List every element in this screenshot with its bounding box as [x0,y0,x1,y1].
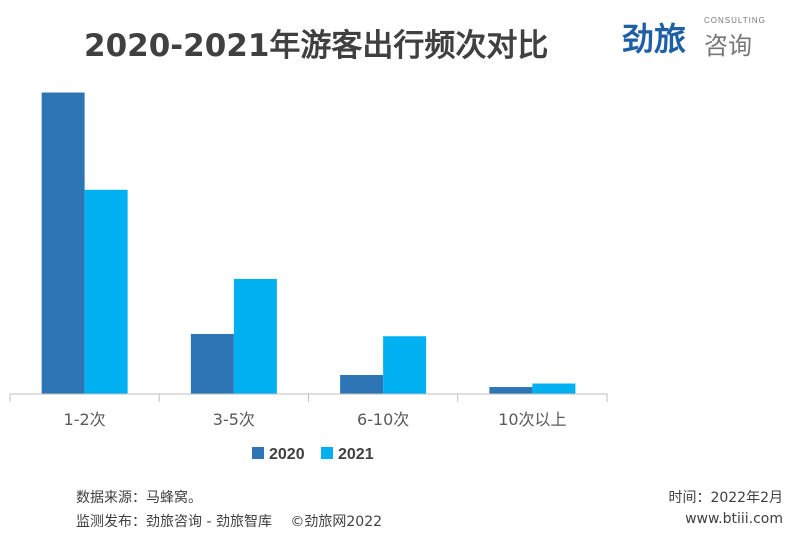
logo-brand: 劲旅 [622,20,687,58]
bar-2021-2 [233,278,277,394]
bar-2021-3 [383,336,427,394]
chart-title: 2020-2021年游客出行频次对比 [84,28,549,64]
x-tick-label: 6-10次 [357,410,409,429]
footer-source: 数据来源：马蜂窝。 [76,490,202,506]
x-tick-label: 1-2次 [64,410,106,429]
footer-website: www.btiii.com [685,511,783,527]
x-tick-label: 10次以上 [498,410,566,429]
legend-label-2020: 2020 [269,446,305,463]
legend-label-2021: 2021 [338,446,374,463]
bar-2020-4 [489,387,533,394]
bar-2020-1 [41,92,85,395]
bar-2020-2 [190,333,234,394]
legend-swatch-2021 [321,447,333,459]
logo-en: CONSULTING [704,16,766,25]
footer-publisher: 监测发布：劲旅咨询 - 劲旅智库 ©劲旅网2022 [76,514,383,530]
bar-chart: 1-2次 3-5次 6-10次 10次以上 2020 2021 [9,92,608,463]
bar-2021-4 [532,383,576,394]
bar-2021-1 [84,189,128,394]
legend-swatch-2020 [252,447,264,459]
logo: 劲旅 CONSULTING 咨询 [622,12,802,60]
footer-date: 时间：2022年2月 [668,490,783,506]
x-tick-label: 3-5次 [213,410,255,429]
bar-2020-3 [340,375,384,394]
logo-sub: 咨询 [704,32,752,60]
